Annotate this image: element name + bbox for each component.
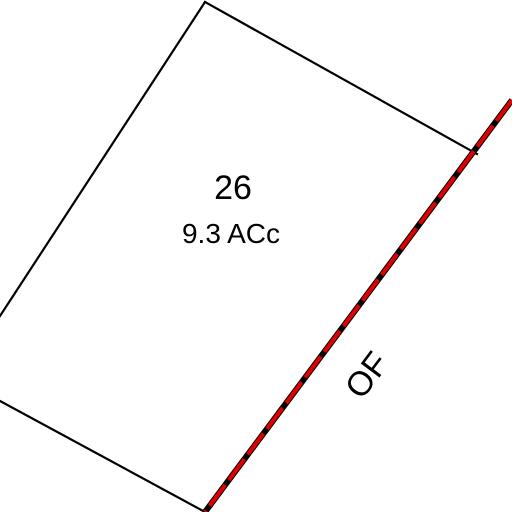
parcel-area-label: 9.3 ACc	[182, 218, 280, 249]
road-label: OF	[338, 345, 397, 406]
parcel-left-edge	[0, 0, 207, 318]
road-boundary-line	[202, 98, 512, 512]
parcel-number-label: 26	[214, 169, 252, 207]
parcel-26-outline	[0, 0, 479, 512]
parcel-bottom-edge	[0, 399, 207, 512]
boundary-dash-line	[203, 98, 512, 512]
parcel-top-edge	[203, 0, 479, 156]
